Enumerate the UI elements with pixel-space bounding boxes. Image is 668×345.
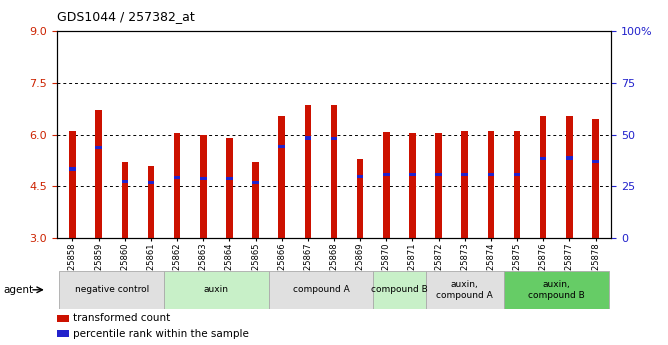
Bar [462, 131, 468, 238]
Bar [540, 116, 546, 238]
Text: transformed count: transformed count [73, 313, 170, 323]
Bar [174, 176, 180, 179]
Bar [409, 133, 415, 238]
Bar [253, 181, 259, 184]
Text: GDS1044 / 257382_at: GDS1044 / 257382_at [57, 10, 194, 23]
Bar [200, 135, 206, 238]
Bar [540, 157, 546, 160]
Bar [69, 131, 75, 238]
Text: auxin,
compound B: auxin, compound B [528, 280, 584, 299]
Bar [566, 116, 572, 238]
Bar [383, 132, 389, 238]
Bar [57, 315, 69, 322]
Bar [57, 331, 69, 337]
Bar [226, 177, 232, 180]
Bar [269, 271, 373, 309]
Bar [331, 137, 337, 140]
Bar [409, 173, 415, 176]
Bar [122, 162, 128, 238]
Bar [148, 181, 154, 184]
Text: percentile rank within the sample: percentile rank within the sample [73, 329, 249, 339]
Bar [148, 166, 154, 238]
Bar [174, 133, 180, 238]
Bar [305, 105, 311, 238]
Bar [514, 131, 520, 238]
Text: auxin,
compound A: auxin, compound A [436, 280, 493, 299]
Bar [426, 271, 504, 309]
Bar [200, 177, 206, 180]
Text: compound B: compound B [371, 285, 428, 294]
Bar [164, 271, 269, 309]
Bar [566, 157, 572, 159]
Bar [69, 167, 75, 170]
Bar [305, 136, 311, 139]
Bar [96, 146, 102, 149]
Bar [331, 105, 337, 238]
Bar [357, 159, 363, 238]
Bar [593, 160, 599, 163]
Bar [96, 110, 102, 238]
Bar [59, 271, 164, 309]
Bar [373, 271, 426, 309]
Bar [436, 133, 442, 238]
Bar [462, 173, 468, 176]
Text: agent: agent [3, 285, 33, 295]
Bar [279, 145, 285, 148]
Bar [253, 162, 259, 238]
Bar [122, 179, 128, 183]
Bar [514, 173, 520, 176]
Bar [279, 116, 285, 238]
Bar [488, 131, 494, 238]
Text: negative control: negative control [75, 285, 149, 294]
Text: auxin: auxin [204, 285, 229, 294]
Bar [504, 271, 609, 309]
Text: compound A: compound A [293, 285, 349, 294]
Bar [226, 138, 232, 238]
Bar [488, 173, 494, 176]
Bar [357, 175, 363, 178]
Bar [436, 173, 442, 176]
Bar [593, 119, 599, 238]
Bar [383, 173, 389, 176]
